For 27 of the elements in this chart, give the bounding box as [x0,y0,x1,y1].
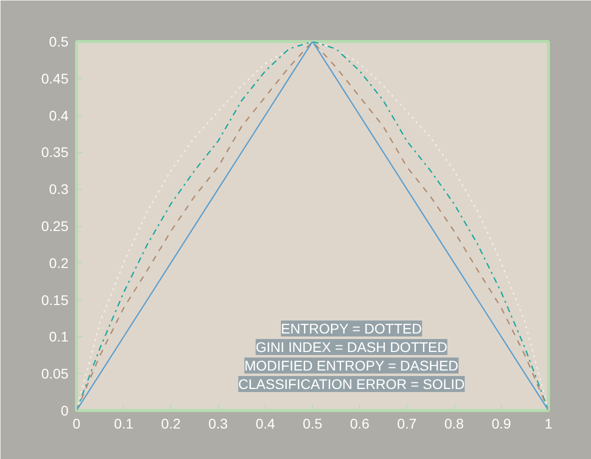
y-tick-label: 0.5 [49,34,69,50]
annotation: CLASSIFICATION ERROR = SOLID [238,376,465,392]
x-tick-label: 0.8 [444,416,464,432]
x-tick-label: 0.6 [350,416,370,432]
y-tick-label: 0.1 [49,328,69,345]
x-tick-label: 0.2 [161,416,181,432]
y-tick-label: 0.15 [41,292,69,308]
x-tick-label: 0.3 [208,416,228,432]
y-tick-label: 0.35 [41,144,69,160]
x-tick-label: 0.4 [256,416,276,432]
x-tick-label: 0 [72,416,81,432]
y-tick-label: 0.3 [49,181,69,198]
y-tick-label: 0.45 [41,70,69,86]
y-tick-label: 0.4 [49,107,69,124]
y-tick-label: 0.25 [41,218,69,234]
x-tick-label: 1 [544,416,553,432]
annotation: GINI INDEX = DASH DOTTED [256,339,448,355]
y-tick-label: 0.2 [49,254,69,271]
x-tick-label: 0.1 [114,416,134,432]
x-tick-label: 0.7 [397,416,417,432]
y-tick-label: 0 [60,402,69,418]
line-series [76,42,548,410]
annotation: ENTROPY = DOTTED [280,320,422,336]
annotation: MODIFIED ENTROPY = DASHED [244,358,458,374]
x-tick-label: 0.9 [492,416,512,432]
x-tick-label: 0.5 [302,416,322,432]
y-tick-label: 0.05 [41,366,69,382]
